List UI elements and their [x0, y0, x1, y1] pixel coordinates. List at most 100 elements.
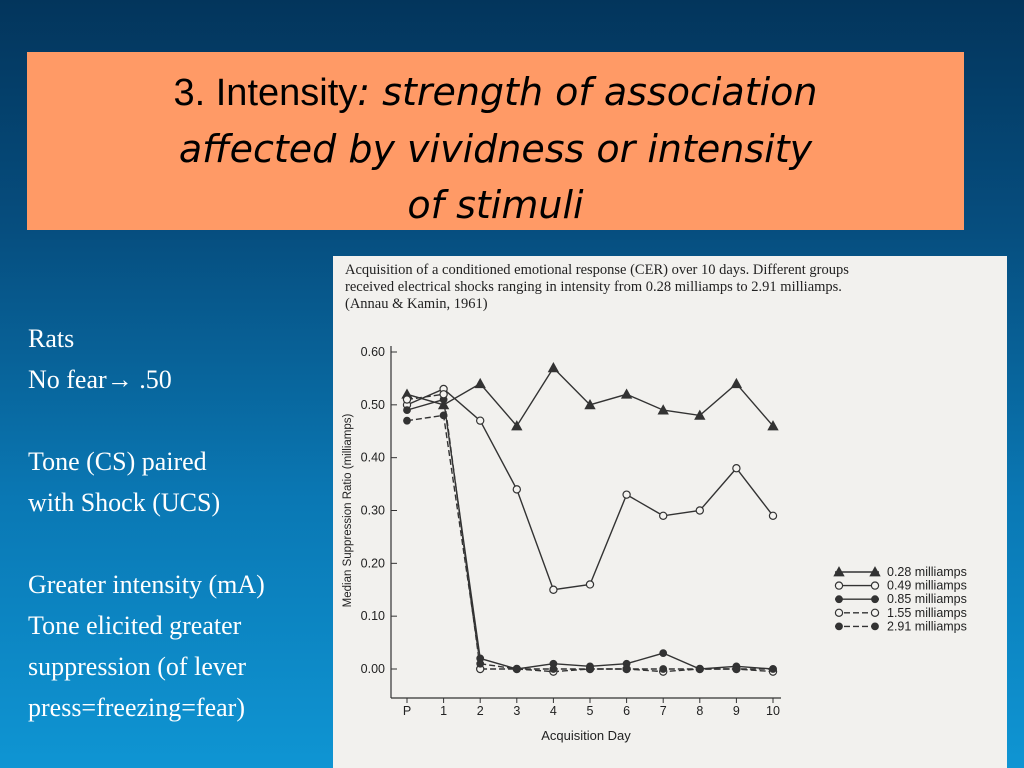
data-point: [549, 585, 558, 594]
x-tick-label: 2: [477, 704, 484, 718]
x-tick-label: 3: [513, 704, 520, 718]
data-point: [586, 665, 594, 673]
data-point: [659, 665, 668, 673]
series-line: [406, 393, 774, 673]
data-point: [620, 388, 633, 399]
notes-text: Rats No fear→ .50 Tone (CS) paired with …: [28, 318, 338, 728]
title-rest: : strength of association: [357, 70, 818, 114]
legend-marker: [871, 622, 879, 631]
series-line: [406, 388, 774, 591]
x-tick-label: 10: [766, 704, 780, 718]
x-tick-label: 1: [440, 704, 447, 718]
x-tick-label: 6: [623, 704, 630, 718]
figure-caption: Acquisition of a conditioned emotional r…: [345, 262, 995, 313]
arrow-right-icon: →: [106, 365, 133, 394]
x-tick-label: 8: [696, 704, 703, 718]
legend-entry: 0.28 milliamps: [887, 565, 967, 579]
data-point: [474, 377, 486, 389]
caption-line: received electrical shocks ranging in in…: [345, 279, 842, 295]
title-line-1: 3. Intensity: strength of association: [27, 64, 964, 121]
y-tick-label: 0.20: [361, 556, 385, 570]
data-point: [511, 420, 523, 431]
y-tick-label: 0.60: [361, 345, 385, 359]
legend-marker: [870, 581, 880, 590]
data-point: [695, 665, 704, 673]
note-line: with Shock (UCS): [28, 488, 221, 517]
data-point: [694, 409, 706, 420]
data-point: [584, 399, 596, 410]
legend-marker: [869, 566, 881, 577]
series-group: [402, 384, 778, 594]
y-tick-label: 0.10: [361, 609, 385, 623]
series-group: [401, 362, 779, 431]
series-line: [406, 366, 774, 428]
data-point: [549, 665, 558, 673]
note-line: press=freezing=fear): [28, 693, 245, 722]
data-point: [585, 580, 595, 589]
legend-marker: [835, 622, 843, 631]
data-point: [439, 390, 448, 399]
series-group: [403, 395, 777, 673]
data-point: [476, 659, 485, 668]
legend-marker: [834, 581, 844, 590]
title-line-2: affected by vividness or intensity: [178, 127, 813, 171]
data-point: [695, 506, 704, 515]
data-point: [547, 362, 560, 373]
caption-line: Acquisition of a conditioned emotional r…: [345, 262, 849, 278]
y-axis-label: Median Suppression Ratio (milliamps): [342, 414, 354, 608]
note-value: .50: [132, 365, 172, 394]
data-point: [659, 511, 668, 520]
y-tick-label: 0.00: [361, 662, 385, 676]
x-tick-label: 9: [733, 704, 740, 718]
legend-marker: [834, 608, 844, 617]
slide-title: 3. Intensity: strength of association af…: [27, 52, 964, 230]
data-point: [475, 416, 485, 425]
note-line: Tone (CS) paired: [28, 447, 207, 476]
data-point: [732, 665, 741, 673]
note-line: Rats: [28, 324, 75, 353]
series-group: [403, 411, 777, 673]
legend-marker: [870, 608, 880, 617]
note-line: Tone elicited greater: [28, 611, 242, 640]
data-point: [730, 377, 743, 389]
series-line: [406, 414, 773, 670]
data-point: [439, 411, 448, 420]
title-line-3: of stimuli: [407, 183, 584, 227]
legend-marker: [833, 566, 845, 577]
x-tick-label: 5: [587, 704, 594, 718]
data-point: [512, 485, 521, 494]
caption-line: (Annau & Kamin, 1961): [345, 296, 488, 312]
y-tick-label: 0.50: [361, 398, 385, 412]
note-text: No fear: [28, 365, 107, 394]
x-tick-label: P: [403, 704, 411, 718]
data-point: [402, 395, 412, 404]
data-point: [769, 665, 777, 673]
y-tick-label: 0.40: [361, 451, 385, 465]
data-point: [767, 420, 779, 431]
x-tick-label: 7: [660, 704, 667, 718]
y-tick-label: 0.30: [361, 504, 385, 518]
note-line: Greater intensity (mA): [28, 570, 265, 599]
series-line: [406, 398, 774, 670]
note-line: suppression (of lever: [28, 652, 247, 681]
legend-entry: 0.85 milliamps: [887, 592, 967, 606]
data-point: [403, 406, 411, 415]
note-line: No fear→ .50: [28, 359, 338, 400]
data-point: [403, 416, 411, 425]
x-axis-label: Acquisition Day: [541, 728, 631, 743]
legend-entry: 2.91 milliamps: [887, 619, 967, 633]
data-point: [622, 490, 631, 499]
data-point: [622, 665, 631, 673]
legend-marker: [871, 595, 879, 604]
figure-panel: Acquisition of a conditioned emotional r…: [333, 256, 1007, 768]
data-point: [657, 404, 669, 415]
data-point: [768, 511, 778, 520]
data-point: [732, 464, 741, 473]
title-lead: 3. Intensity: [173, 72, 358, 114]
legend-entry: 1.55 milliamps: [887, 606, 967, 620]
line-chart: 0.00 0.10 0.20 0.30 0.40 0.50 0.60 P 1 2 3 4 5 6 7 8 9 10…: [342, 345, 967, 743]
data-point: [512, 665, 521, 673]
x-tick-label: 4: [550, 704, 557, 718]
legend-marker: [835, 595, 843, 604]
series-group: [402, 390, 778, 676]
